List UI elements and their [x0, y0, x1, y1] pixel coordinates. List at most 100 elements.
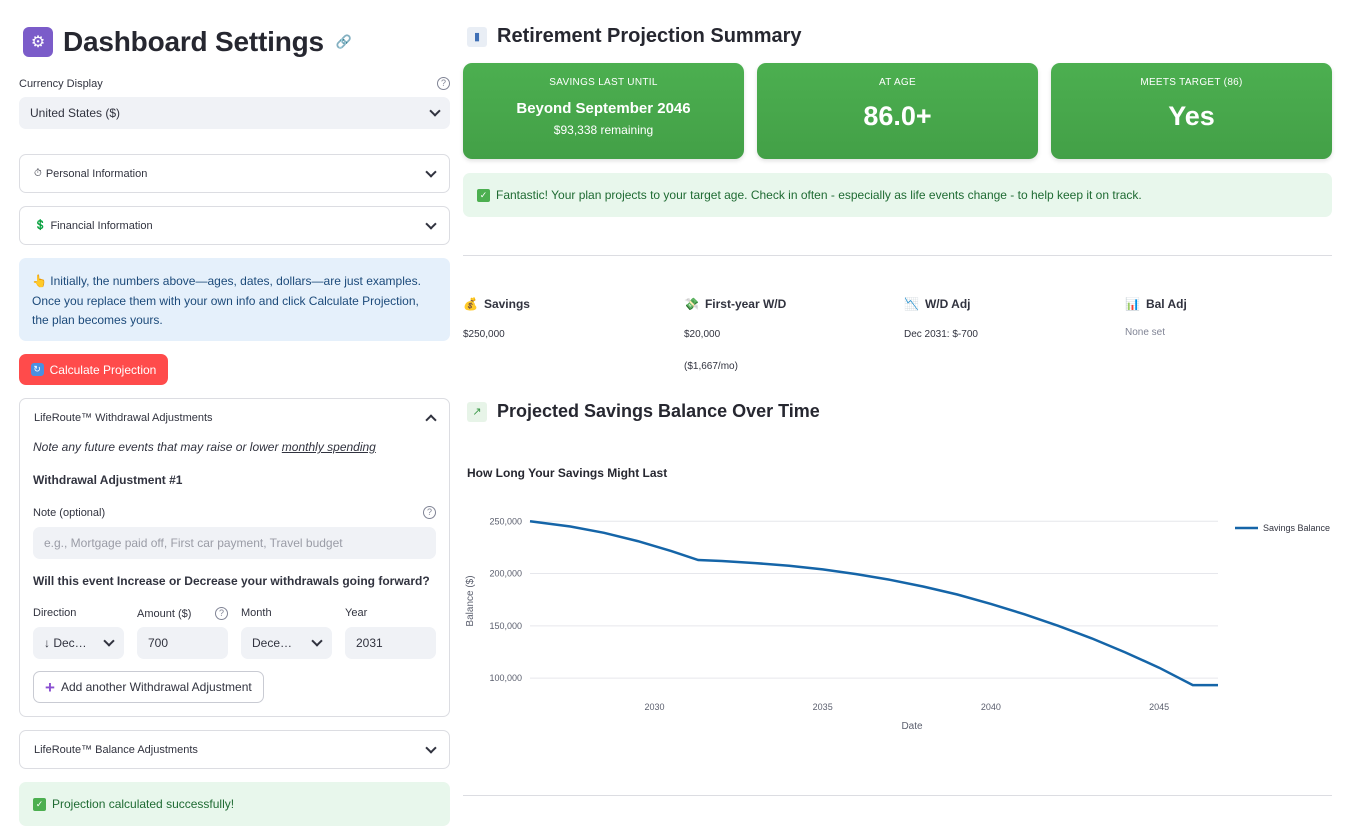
page-title: Dashboard Settings: [63, 26, 324, 57]
personal-info-label: Personal Information: [45, 167, 148, 180]
financial-info-expander[interactable]: 💲 Financial Information: [19, 206, 450, 245]
add-withdrawal-adjustment-button[interactable]: + Add another Withdrawal Adjustment: [33, 671, 264, 703]
meets-target-card: MEETS TARGET (86) Yes: [1051, 63, 1332, 159]
x-tick-label: 2030: [644, 702, 664, 712]
divider: [463, 255, 1332, 256]
summary-heading: ▮ Retirement Projection Summary: [467, 25, 802, 48]
balance-expander-title: LifeRoute™ Balance Adjustments: [34, 743, 198, 756]
direction-select[interactable]: ↓ Dec…: [33, 627, 124, 659]
currency-label: Currency Display: [19, 77, 103, 90]
card-value: 86.0+: [863, 101, 932, 131]
money-bag-icon: 💰: [463, 297, 478, 311]
chevron-down-icon: [425, 741, 437, 754]
metric-first-year-wd: 💸 First-year W/D $20,000 ($1,667/mo): [684, 297, 786, 372]
chevron-up-icon: [425, 413, 437, 426]
personal-info-expander[interactable]: ⏱ Personal Information: [19, 154, 450, 193]
metric-wd-adj: 📉 W/D Adj Dec 2031: $-700: [904, 297, 978, 340]
y-axis-label: Balance ($): [465, 575, 476, 626]
chart-title: How Long Your Savings Might Last: [467, 466, 667, 480]
y-tick-label: 250,000: [489, 516, 522, 526]
metric-savings: 💰 Savings $250,000: [463, 297, 530, 340]
chevron-down-icon: [103, 635, 115, 647]
amount-label: Amount ($): [137, 607, 192, 620]
y-axis-ticks: 100,000 150,000 200,000 250,000: [489, 516, 522, 683]
note-input[interactable]: e.g., Mortgage paid off, First car payme…: [33, 527, 436, 559]
sidebar-title: ⚙ Dashboard Settings 🔗: [23, 26, 352, 58]
amount-input[interactable]: 700: [137, 627, 228, 659]
bar-chart-icon: 📊: [1125, 297, 1140, 311]
refresh-icon: ↻: [30, 363, 44, 376]
help-icon[interactable]: ?: [215, 607, 228, 620]
main-panel: ▮ Retirement Projection Summary SAVINGS …: [463, 0, 1332, 831]
monthly-spending-link: monthly spending: [281, 440, 376, 454]
legend-label: Savings Balance: [1263, 523, 1330, 533]
year-input[interactable]: 2031: [345, 627, 436, 659]
note-label-row: Note (optional) ?: [33, 506, 436, 519]
note-label: Note (optional): [33, 506, 106, 519]
increase-decrease-question: Will this event Increase or Decrease you…: [33, 574, 430, 588]
at-age-card: AT AGE 86.0+: [757, 63, 1038, 159]
metric-value: $250,000: [463, 329, 505, 340]
month-value: Dece…: [252, 636, 293, 650]
help-icon[interactable]: ?: [423, 506, 436, 519]
x-axis-label: Date: [901, 721, 923, 732]
withdrawal-expander-header[interactable]: LifeRoute™ Withdrawal Adjustments: [20, 399, 449, 436]
link-icon[interactable]: 🔗: [335, 34, 353, 49]
card-value: Beyond September 2046: [516, 100, 691, 117]
help-icon[interactable]: ?: [437, 77, 450, 90]
financial-info-label: Financial Information: [50, 219, 153, 232]
metric-value-monthly: ($1,667/mo): [684, 361, 738, 372]
card-subtext: $93,338 remaining: [553, 123, 654, 137]
chart-legend: Savings Balance: [1235, 523, 1330, 533]
banner-text: Fantastic! Your plan projects to your ta…: [496, 188, 1142, 202]
withdrawal-expander-title: LifeRoute™ Withdrawal Adjustments: [34, 411, 213, 424]
chevron-down-icon: [311, 635, 323, 647]
settings-sidebar: ⚙ Dashboard Settings 🔗 Currency Display …: [19, 0, 450, 831]
calculate-projection-label: Calculate Projection: [49, 362, 157, 377]
metric-value: Dec 2031: $-700: [904, 329, 978, 340]
metric-value: None set: [1125, 327, 1166, 338]
chevron-down-icon: [425, 217, 437, 230]
balance-adjustments-expander[interactable]: LifeRoute™ Balance Adjustments: [19, 730, 450, 769]
success-message: ✓ Projection calculated successfully!: [19, 782, 450, 826]
adjustment-title: Withdrawal Adjustment #1: [33, 473, 183, 487]
savings-last-until-card: SAVINGS LAST UNTIL Beyond September 2046…: [463, 63, 744, 159]
card-label: MEETS TARGET (86): [1140, 77, 1243, 88]
metric-label: Savings: [483, 297, 530, 311]
withdrawal-note: Note any future events that may raise or…: [33, 440, 376, 454]
savings-balance-line: [529, 520, 1218, 687]
withdrawal-adjustments-expander: LifeRoute™ Withdrawal Adjustments Note a…: [19, 398, 450, 717]
x-axis-ticks: 2030 2035 2040 2045: [644, 702, 1169, 712]
chevron-down-icon: [425, 165, 437, 178]
bar-chart-icon: ▮: [467, 26, 487, 47]
year-value: 2031: [356, 636, 383, 650]
control-knobs-icon: ⚙: [23, 27, 53, 57]
check-icon: ✓: [33, 797, 46, 811]
y-tick-label: 150,000: [489, 621, 522, 631]
x-tick-label: 2035: [813, 702, 833, 712]
savings-balance-chart: How Long Your Savings Might Last 100,000…: [465, 466, 1330, 732]
metric-value: $20,000: [684, 329, 721, 340]
money-icon: 💲: [34, 220, 47, 231]
clock-icon: ⏱: [34, 168, 42, 179]
chart-decreasing-icon: 📉: [904, 297, 919, 311]
month-select[interactable]: Dece…: [241, 627, 332, 659]
month-label: Month: [241, 607, 272, 619]
card-label: AT AGE: [878, 77, 916, 88]
metric-label: First-year W/D: [704, 297, 787, 311]
x-tick-label: 2040: [981, 702, 1001, 712]
amount-label-row: Amount ($) ?: [137, 607, 228, 620]
direction-label: Direction: [33, 607, 77, 619]
chart-section-title: Projected Savings Balance Over Time: [497, 401, 820, 421]
metric-label: W/D Adj: [924, 297, 971, 311]
withdrawal-note-text: Note any future events that may raise or…: [33, 440, 282, 454]
currency-label-row: Currency Display ?: [19, 77, 450, 90]
currency-select[interactable]: United States ($): [19, 97, 450, 129]
direction-value: ↓ Dec…: [44, 636, 87, 650]
note-input-placeholder: e.g., Mortgage paid off, First car payme…: [44, 536, 343, 550]
divider: [463, 795, 1332, 796]
year-label: Year: [345, 607, 368, 619]
chart-increasing-icon: ↗: [467, 401, 487, 422]
calculate-projection-button[interactable]: ↻ Calculate Projection: [19, 354, 168, 385]
card-value: Yes: [1168, 101, 1215, 131]
